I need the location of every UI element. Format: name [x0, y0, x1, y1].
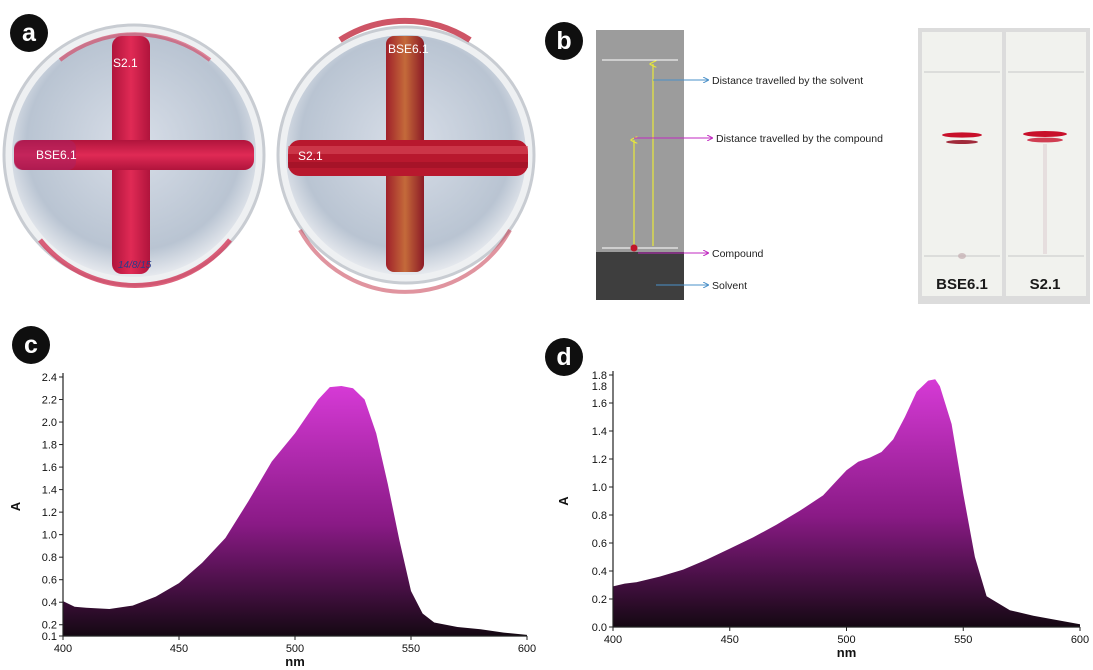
y-tick-label: 0.2	[592, 594, 607, 606]
y-tick-label: 2.4	[42, 372, 57, 384]
x-tick-label: 500	[837, 634, 855, 646]
y-tick-label: 0.6	[42, 575, 57, 587]
label-compound-distance: Distance travelled by the compound	[716, 133, 883, 145]
y-tick-label: 0.6	[592, 538, 607, 550]
tlc-strip-label-2: S2.1	[1030, 276, 1061, 293]
plate-right-label-top: BSE6.1	[388, 42, 429, 56]
y-tick-label: 0.4	[42, 597, 57, 609]
y-tick-label: 1.8	[592, 381, 607, 393]
tlc-plate	[596, 30, 684, 252]
plate-left-label-top: S2.1	[113, 56, 138, 70]
absorbance-area	[613, 379, 1080, 627]
y-tick-label: 1.0	[592, 482, 607, 494]
y-tick-label: 1.2	[42, 507, 57, 519]
y-tick-label: 0.1	[42, 631, 57, 643]
label-compound: Compound	[712, 248, 764, 260]
y-tick-label: 1.8	[42, 440, 57, 452]
y-tick-label: 1.0	[42, 530, 57, 542]
petri-plate-right	[276, 17, 536, 294]
streak-horizontal-right-plate	[288, 140, 528, 176]
y-tick-label: 1.8	[592, 370, 607, 382]
x-axis-label: nm	[837, 645, 857, 660]
y-tick-label: 0.0	[592, 622, 607, 634]
y-tick-label: 0.8	[42, 552, 57, 564]
x-tick-label: 450	[721, 634, 739, 646]
y-tick-label: 1.2	[592, 454, 607, 466]
x-tick-label: 450	[170, 643, 188, 655]
y-tick-label: 1.6	[42, 462, 57, 474]
x-tick-label: 600	[1071, 634, 1089, 646]
y-tick-label: 0.4	[592, 566, 607, 578]
y-tick-label: 2.0	[42, 417, 57, 429]
tlc-strip-s2-1	[1006, 32, 1086, 296]
spectrum-chart-c: 0.10.2 0.4 0.6 0.8 1.0 1.2 1.4 1.6 1.8 2.0 2.2 2.4 4…	[8, 372, 536, 669]
panel-b-tlc-photo: BSE6.1 S2.1	[918, 28, 1090, 304]
compound-spot	[630, 244, 638, 252]
y-tick-label: 1.4	[592, 426, 607, 438]
petri-plate-left	[2, 23, 266, 288]
x-tick-label: 400	[604, 634, 622, 646]
x-tick-label: 500	[286, 643, 304, 655]
panel-label-b: b	[545, 22, 583, 60]
solvent-layer	[596, 252, 684, 300]
plate-right-label-left: S2.1	[298, 149, 323, 163]
y-tick-label: 0.2	[42, 620, 57, 632]
panel-label-a: a	[10, 14, 48, 52]
spectrum-chart-d: 0.0 0.2 0.4 0.6 0.8 1.0 1.2 1.4 1.6 1.81.8 400 450 5…	[556, 370, 1089, 660]
panel-label-c: c	[12, 326, 50, 364]
plate-left-handwriting: 14/8/15	[118, 260, 152, 271]
tlc-strip-bse6-1	[922, 32, 1002, 296]
panel-b-tlc-schematic: Distance travelled by the solvent Distan…	[596, 30, 883, 300]
y-tick-label: 2.2	[42, 395, 57, 407]
y-axis-label: A	[8, 501, 23, 511]
panel-label-d: d	[545, 338, 583, 376]
y-axis-label: A	[556, 496, 571, 506]
y-tick-label: 1.6	[592, 398, 607, 410]
plate-left-label-left: BSE6.1	[36, 148, 77, 162]
y-tick-label: 1.4	[42, 485, 57, 497]
label-solvent-distance: Distance travelled by the solvent	[712, 75, 863, 87]
x-tick-label: 600	[518, 643, 536, 655]
panel-a-petri-plates: S2.1 BSE6.1 14/8/15 BSE6.1 S2.1	[2, 17, 536, 294]
x-axis-label: nm	[285, 654, 305, 669]
x-tick-label: 550	[954, 634, 972, 646]
label-solvent: Solvent	[712, 280, 747, 292]
tlc-strip-label-1: BSE6.1	[936, 276, 988, 293]
absorbance-area	[63, 386, 527, 636]
y-tick-label: 0.8	[592, 510, 607, 522]
x-tick-label: 400	[54, 643, 72, 655]
x-tick-label: 550	[402, 643, 420, 655]
